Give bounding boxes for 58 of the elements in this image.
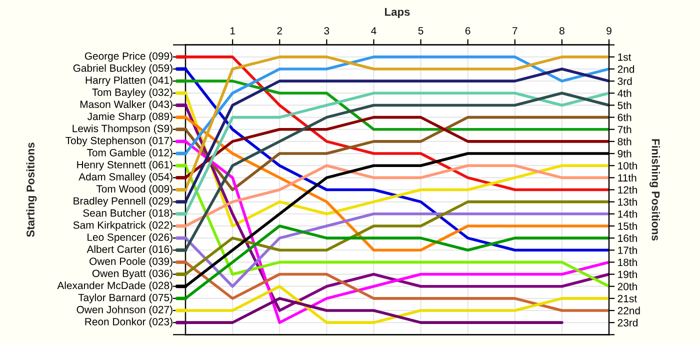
y2-tick-label: 19th <box>618 270 637 278</box>
legend-label: Lewis Thompson (S9) <box>72 124 172 134</box>
legend-label: Albert Carter (016) <box>86 245 172 255</box>
legend-label: Sam Kirkpatrick (022) <box>73 221 172 231</box>
legend-label: Harry Platten (041) <box>86 76 172 86</box>
x-axis-title: Laps <box>385 8 410 18</box>
legend-label: Adam Smalley (054) <box>78 172 172 183</box>
legend-label: Owen Poole (039) <box>90 257 172 268</box>
legend-label: Taylor Barnard (075) <box>78 294 172 304</box>
legend-label: Henry Stennett (061) <box>77 160 172 170</box>
y2-tick-label: 16th <box>618 234 637 242</box>
legend-label: Mason Walker (043) <box>80 100 172 110</box>
y2-tick-label: 6th <box>618 114 632 122</box>
legend-label: Tom Wood (009) <box>96 184 172 195</box>
y2-tick-label: 5th <box>618 101 632 110</box>
y2-axis-title: Finishing Positions <box>650 139 660 241</box>
y2-tick-label: 11th <box>618 174 636 182</box>
y2-tick-label: 2nd <box>618 65 634 73</box>
y2-tick-label: 13th <box>618 198 637 206</box>
x-tick-label: 7 <box>512 27 518 34</box>
legend-label: Owen Johnson (027) <box>76 306 172 316</box>
legend-label: Bradley Pennell (029) <box>74 196 172 207</box>
x-tick-label: 6 <box>465 27 470 34</box>
legend-label: Jamie Sharp (089) <box>87 112 172 122</box>
x-tick-label: 1 <box>230 27 235 34</box>
x-tick-label: 5 <box>418 27 424 34</box>
legend-label: Tom Gamble (012) <box>86 148 172 158</box>
y2-tick-label: 14th <box>618 210 637 218</box>
y2-tick-label: 15th <box>618 222 637 230</box>
legend-label: Reon Donkor (023) <box>85 318 172 328</box>
y2-tick-label: 1st <box>618 54 632 61</box>
y2-tick-label: 21st <box>618 294 637 302</box>
x-tick-label: 9 <box>606 27 612 34</box>
legend-label: Sean Butcher (018) <box>83 209 172 219</box>
y2-tick-label: 7th <box>618 126 632 134</box>
x-tick-label: 2 <box>277 27 282 34</box>
y2-tick-label: 20th <box>618 282 637 290</box>
y2-tick-label: 9th <box>618 150 632 158</box>
y2-tick-label: 18th <box>618 258 637 266</box>
y2-tick-label: 23rd <box>618 318 638 326</box>
x-tick-label: 8 <box>560 27 564 34</box>
legend-label: Gabriel Buckley (059) <box>73 64 172 74</box>
y2-tick-label: 12th <box>618 186 637 194</box>
text: Starting Positions <box>26 142 37 237</box>
legend-label: Tom Bayley (032) <box>92 88 172 98</box>
legend-label: George Price (099) <box>84 52 172 62</box>
legend-label: Leo Spencer (026) <box>88 233 172 243</box>
x-tick-label: 3 <box>324 27 330 34</box>
legend-label: Alexander McDade (028) <box>57 281 172 292</box>
y2-tick-label: 3rd <box>618 77 632 85</box>
y2-tick-label: 8th <box>618 138 632 146</box>
y2-tick-label: 22nd <box>618 306 640 314</box>
y2-tick-label: 10th <box>618 162 637 170</box>
y2-tick-label: 17th <box>618 246 637 254</box>
legend-label: Toby Stephenson (017) <box>66 136 172 146</box>
legend-label: Owen Byatt (036) <box>92 269 172 280</box>
y2-tick-label: 4th <box>618 89 632 98</box>
x-tick-label: 4 <box>371 27 376 34</box>
